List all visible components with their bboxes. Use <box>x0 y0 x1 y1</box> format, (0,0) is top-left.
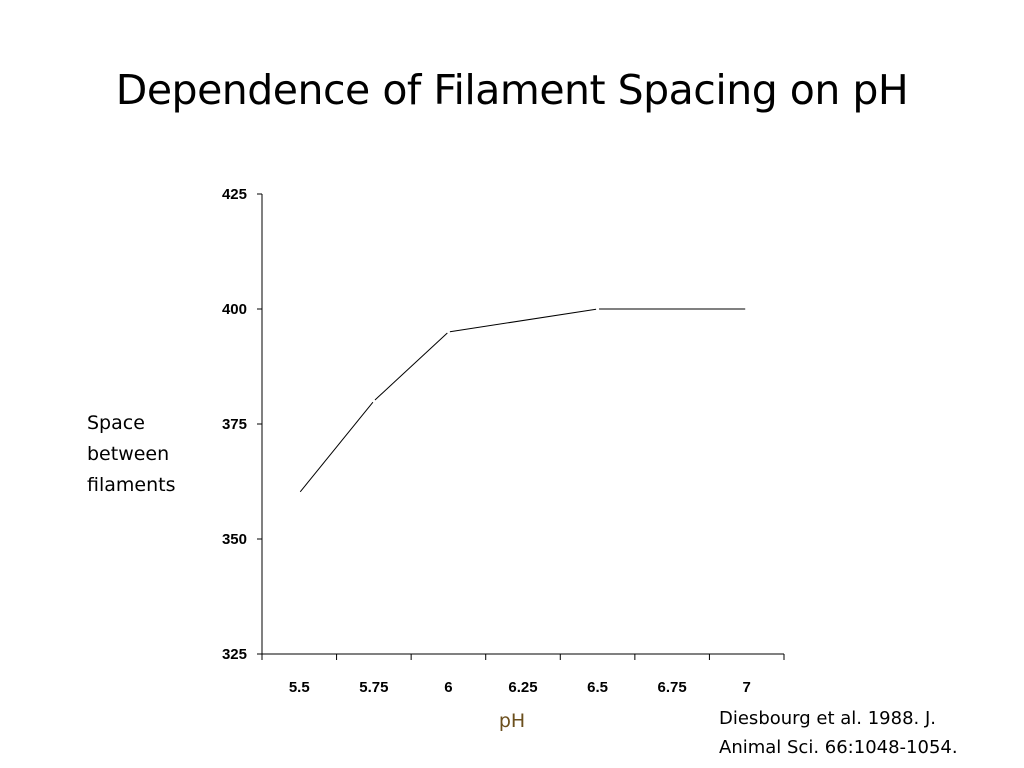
citation-line: Animal Sci. 66:1048-1054. <box>719 737 958 758</box>
data-point <box>299 493 300 494</box>
series-line-segment <box>374 332 448 401</box>
y-axis-ticks: 425 400 375 350 325 <box>222 186 262 663</box>
x-tick-label: 6.25 <box>508 679 537 696</box>
chart-series <box>299 308 747 494</box>
slide-title: Dependence of Filament Spacing on pH <box>115 66 909 114</box>
series-line-segment <box>299 401 374 493</box>
chart-axes <box>261 194 784 655</box>
y-axis-label-line: Space <box>87 412 145 434</box>
x-tick-label: 5.5 <box>289 679 310 696</box>
x-tick-label: 7 <box>743 679 751 696</box>
y-tick-label: 400 <box>222 301 247 318</box>
data-point <box>373 401 374 402</box>
x-axis-label: pH <box>498 710 526 732</box>
x-axis-ticks: 5.5 5.75 6 6.25 6.5 6.75 7 <box>261 654 785 696</box>
data-point <box>448 332 449 333</box>
x-tick-label: 6.75 <box>658 679 687 696</box>
x-tick-label: 5.75 <box>359 679 388 696</box>
y-axis-label-line: between <box>87 443 170 465</box>
citation-line: Diesbourg et al. 1988. J. <box>719 708 937 729</box>
x-tick-label: 6.5 <box>587 679 608 696</box>
y-axis-label: Space between filaments <box>87 408 217 501</box>
y-tick-label: 325 <box>222 646 247 663</box>
data-point <box>597 309 598 310</box>
y-tick-label: 425 <box>222 186 247 203</box>
data-point <box>746 309 747 310</box>
y-tick-label: 350 <box>222 531 247 548</box>
y-axis-label-line: filaments <box>87 474 176 496</box>
citation: Diesbourg et al. 1988. J. Animal Sci. 66… <box>719 704 1019 762</box>
y-tick-label: 375 <box>222 416 247 433</box>
series-line-segment <box>449 308 597 333</box>
x-tick-label: 6 <box>444 679 452 696</box>
